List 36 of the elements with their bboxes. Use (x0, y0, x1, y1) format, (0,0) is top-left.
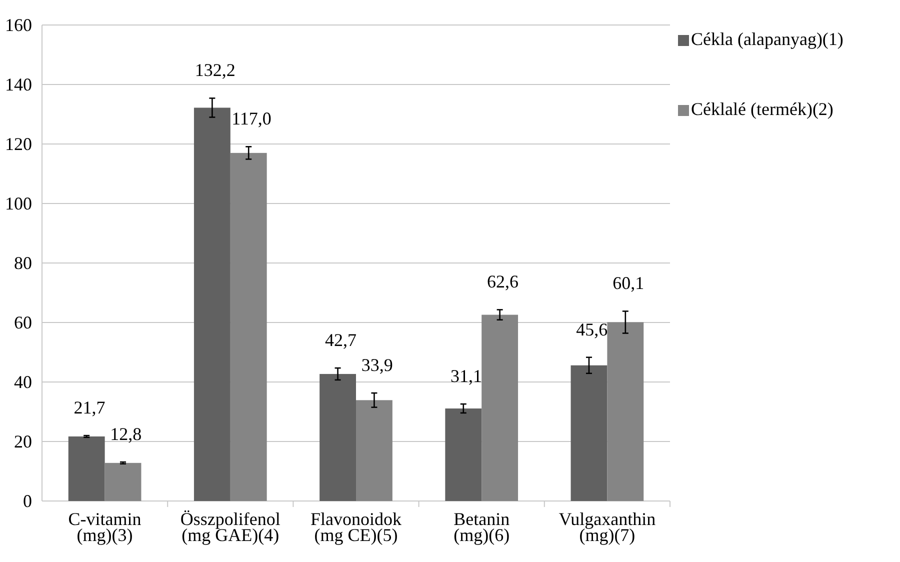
y-tick-label: 100 (5, 193, 32, 214)
bar (570, 365, 608, 501)
y-tick-label: 120 (5, 134, 32, 154)
bar (230, 152, 267, 501)
data-label: 21,7 (74, 398, 106, 418)
bar (194, 108, 230, 501)
bar (607, 322, 644, 501)
legend-label: Céklalé (termék)(2) (691, 99, 834, 119)
x-tick-label: Összpolifenol (mg GAE)(4) (180, 509, 280, 545)
data-label: 33,9 (361, 355, 393, 376)
data-label: 132,2 (194, 60, 236, 80)
bar (320, 374, 356, 501)
y-tick-label: 140 (5, 74, 32, 94)
bar (104, 462, 142, 501)
y-tick-label: 40 (14, 372, 32, 392)
x-tick-label: Betanin (mg)(6) (454, 509, 510, 545)
bar (68, 436, 105, 501)
data-label: 60,1 (612, 273, 644, 294)
data-label: 117,0 (232, 108, 272, 129)
y-tick-label: 160 (5, 14, 32, 35)
bar (445, 408, 482, 501)
x-tick-label: Vulgaxanthin (mg)(7) (558, 509, 656, 545)
y-tick-label: 0 (23, 490, 32, 511)
y-tick-label: 80 (14, 252, 32, 273)
y-tick-label: 20 (14, 431, 32, 452)
y-tick-label: 60 (14, 312, 32, 332)
data-label: 62,6 (486, 272, 518, 292)
x-tick-label: C-vitamin (mg)(3) (68, 509, 142, 545)
data-label: 45,6 (576, 319, 608, 340)
bar (482, 314, 518, 501)
bar (356, 400, 392, 501)
data-label: 31,1 (450, 366, 482, 386)
legend-label: Cékla (alapanyag)(1) (691, 29, 844, 49)
data-label: 12,8 (110, 424, 142, 444)
x-tick-label: Flavonoidok (mg CE)(5) (310, 509, 402, 545)
data-label: 42,7 (324, 330, 356, 350)
